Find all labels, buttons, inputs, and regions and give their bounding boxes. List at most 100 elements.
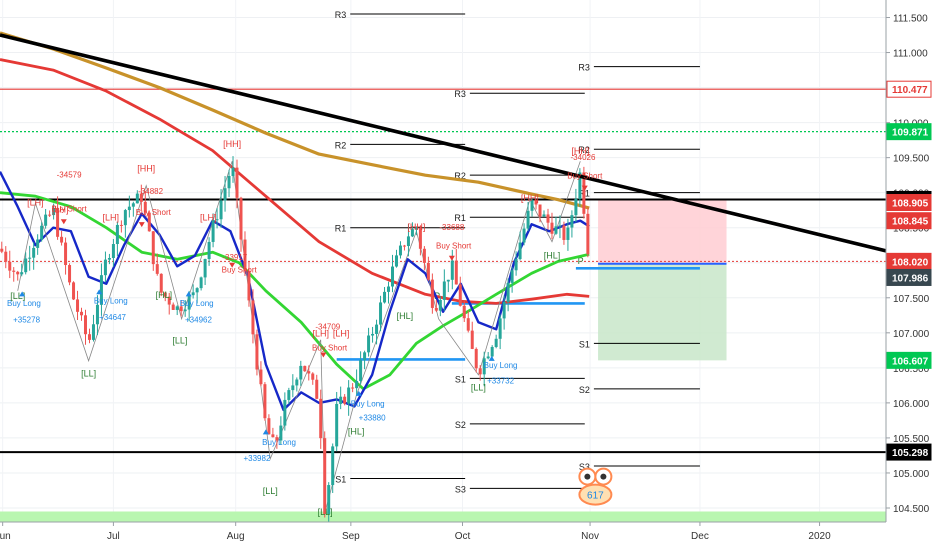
- candle-body: [259, 369, 263, 385]
- candle-body: [418, 228, 422, 249]
- signal-annotation: [LL]: [172, 335, 187, 345]
- signal-annotation: +33732: [487, 376, 514, 385]
- moving-average-line: [0, 58, 590, 305]
- signal-annotation: [HH]: [407, 222, 425, 232]
- price-badge-label: 107.986: [892, 273, 929, 284]
- signal-annotation: -34709: [315, 322, 340, 331]
- candle-body: [103, 259, 107, 276]
- candle-body: [167, 296, 171, 305]
- candle-body: [438, 299, 442, 311]
- signal-annotation: Buy Short: [312, 343, 348, 352]
- candle-body: [143, 201, 147, 213]
- x-tick-label: Nov: [581, 531, 599, 542]
- price-badge: [886, 193, 932, 211]
- x-axis-panel: [0, 522, 932, 550]
- signal-annotation: [HL]: [544, 251, 561, 261]
- candle-body: [231, 167, 235, 176]
- y-tick-label: 111.000: [893, 49, 928, 60]
- candle-body: [422, 248, 426, 263]
- candle-body: [466, 318, 470, 331]
- y-tick-label: 108.500: [893, 224, 930, 235]
- candle-body: [470, 330, 474, 349]
- pivot-label: S2: [455, 420, 466, 430]
- candle-body: [371, 333, 375, 336]
- candle-body: [211, 220, 215, 242]
- candle-body: [107, 258, 111, 260]
- candle-body: [279, 425, 283, 441]
- candle-body: [335, 403, 339, 447]
- x-tick-label: Oct: [455, 531, 471, 542]
- candle-body: [410, 229, 414, 237]
- candle-body: [534, 200, 538, 205]
- signal-annotation: [LH]: [102, 213, 119, 223]
- candle-body: [530, 200, 534, 211]
- risk-zone: [598, 199, 727, 264]
- price-badge-label: 108.905: [892, 198, 929, 209]
- candle-body: [139, 193, 143, 202]
- candle-body: [414, 228, 418, 230]
- pivot-label: S3: [579, 462, 590, 472]
- signal-annotation: Buy Long: [7, 299, 41, 308]
- price-badge-label: 110.477: [892, 85, 928, 96]
- signal-annotation: -34579: [57, 170, 82, 179]
- price-badge: [886, 123, 932, 141]
- candle-body: [434, 307, 438, 311]
- sell-arrow-icon: [448, 255, 455, 261]
- pivot-label: R3: [578, 63, 590, 73]
- candle-body: [502, 301, 506, 319]
- candle-body: [442, 281, 446, 300]
- buy-arrow-icon: [488, 355, 495, 361]
- candle-body: [315, 379, 319, 399]
- candle-body: [558, 225, 562, 227]
- candle-body: [163, 292, 167, 297]
- pivot-label: R1: [454, 213, 466, 223]
- candle-body: [319, 398, 323, 439]
- candle-body: [494, 338, 498, 347]
- pivot-label: R2: [335, 140, 347, 150]
- candle-body: [355, 380, 359, 389]
- signal-annotation: +33880: [359, 413, 386, 422]
- candle-body: [398, 245, 402, 256]
- price-badge: [886, 80, 932, 98]
- candle-body: [227, 175, 231, 189]
- candle-body: [267, 418, 271, 435]
- signal-annotation: -34026: [571, 153, 596, 162]
- candle-body: [482, 358, 486, 375]
- candle-body: [44, 214, 48, 226]
- signal-annotation: Buy Short: [567, 172, 603, 181]
- candle-body: [199, 277, 203, 289]
- position-box[interactable]: [598, 199, 727, 361]
- candle-body: [542, 214, 546, 217]
- candle-body: [263, 384, 267, 419]
- candle-body: [446, 279, 450, 282]
- candle-body: [570, 215, 574, 228]
- signal-annotation: Buy Short: [222, 266, 258, 275]
- candle-body: [287, 390, 291, 400]
- price-badge: [886, 268, 932, 286]
- signal-annotation: [LH]: [200, 213, 217, 223]
- candle-body: [155, 264, 159, 274]
- sticker-body-icon: [578, 483, 613, 506]
- trendline-layer[interactable]: [0, 33, 887, 253]
- candle-body: [351, 387, 355, 389]
- candle-body: [64, 242, 68, 266]
- signal-annotation: Buy Long: [262, 438, 296, 447]
- signal-annotation: Buy Long: [94, 296, 128, 305]
- pivot-label: S1: [335, 475, 346, 485]
- candle-body: [52, 208, 56, 216]
- buy-arrow-icon: [355, 390, 362, 396]
- signal-annotation: Buy Short: [436, 242, 472, 251]
- signal-annotation: -33917: [222, 253, 247, 262]
- candle-body: [462, 305, 466, 319]
- candle-body: [215, 219, 219, 221]
- candle-body: [251, 300, 255, 335]
- candle-body: [379, 302, 383, 325]
- signal-annotation: Buy Short: [52, 205, 88, 214]
- y-tick-label: 105.500: [893, 434, 930, 445]
- candle-body: [24, 258, 28, 273]
- candle-body: [179, 306, 183, 312]
- candle-body: [458, 284, 462, 306]
- candle-body: [383, 291, 387, 303]
